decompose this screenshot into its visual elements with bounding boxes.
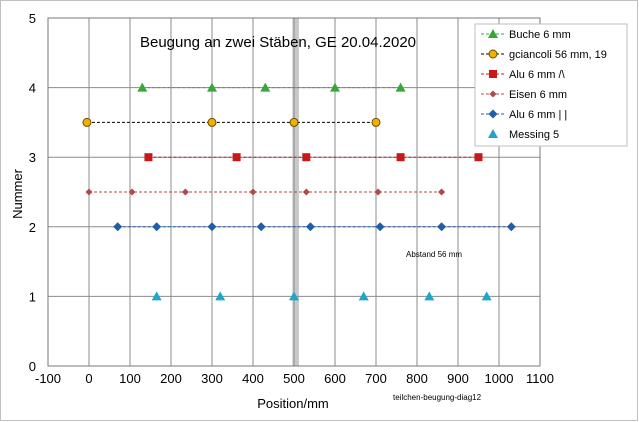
legend-label: Eisen 6 mm [509, 89, 567, 101]
series-1-point [207, 117, 217, 127]
series-4-point [256, 222, 266, 232]
series-1-point [82, 117, 92, 127]
chart-title: Beugung an zwei Stäben, GE 20.04.2020 [140, 34, 416, 51]
legend: Buche 6 mm gciancoli 56 mm, 19 Alu 6 mm /\… [474, 23, 628, 147]
x-tick-label: 900 [447, 371, 469, 386]
series-3-point [438, 188, 446, 196]
y-axis-title: Nummer [10, 168, 25, 219]
series-2-point [474, 153, 483, 162]
legend-marker [489, 90, 497, 98]
y-tick-label: 1 [29, 289, 36, 304]
series-1-point [289, 117, 299, 127]
x-tick-label: 100 [119, 371, 141, 386]
series-0-point [330, 82, 340, 92]
legend-label: Alu 6 mm | | [509, 109, 567, 121]
series-2-point [232, 153, 241, 162]
legend-label: gciancoli 56 mm, 19 [509, 49, 607, 61]
legend-marker [488, 29, 498, 38]
data-marks [82, 82, 516, 301]
series-5-point [424, 291, 435, 301]
annotation-diagram-id: teilchen-beugung-diag12 [393, 393, 482, 402]
x-tick-label: -100 [35, 371, 61, 386]
series-2-point [302, 153, 311, 162]
legend-marker [489, 70, 497, 78]
x-tick-label: 300 [201, 371, 223, 386]
series-4-point [113, 222, 123, 232]
x-axis-title: Position/mm [257, 396, 329, 411]
series-4-point [305, 222, 315, 232]
series-0-point [137, 82, 148, 92]
series-3-point [374, 188, 382, 196]
series-3-point [128, 188, 136, 196]
x-tick-label: 400 [242, 371, 264, 386]
legend-label: Messing 5 [509, 129, 559, 141]
x-tick-label: 700 [365, 371, 387, 386]
series-5-point [215, 291, 226, 301]
x-tick-label: 800 [406, 371, 428, 386]
series-3-point [249, 188, 257, 196]
annotation-abstand: Abstand 56 mm [406, 250, 462, 259]
legend-label: Buche 6 mm [509, 29, 571, 41]
y-tick-label: 5 [29, 11, 36, 26]
series-4-point [375, 222, 385, 232]
series-0-point [395, 82, 406, 92]
y-tick-label: 0 [29, 359, 36, 374]
series-5-point [151, 291, 162, 301]
x-tick-label: 500 [283, 371, 305, 386]
x-tick-label: 1000 [485, 371, 514, 386]
series-5-point [358, 291, 369, 301]
x-tick-label: 1100 [526, 371, 554, 386]
series-0-point [260, 82, 271, 92]
series-5-point [481, 291, 492, 301]
series-0-point [207, 82, 217, 92]
y-tick-label: 4 [29, 81, 36, 96]
x-tick-label: 0 [85, 371, 92, 386]
x-tick-label: 600 [324, 371, 346, 386]
legend-label: Alu 6 mm /\ [509, 69, 566, 81]
series-2-point [144, 153, 153, 162]
series-1-point [371, 117, 381, 127]
series-4-point [506, 222, 516, 232]
series-5-point [289, 291, 299, 301]
series-3-point [302, 188, 310, 196]
series-4-point [437, 222, 447, 232]
series-4-point [152, 222, 162, 232]
series-3-point [181, 188, 189, 196]
legend-marker [488, 129, 498, 138]
series-2-point [396, 153, 405, 162]
series-4-point [207, 222, 217, 232]
y-tick-label: 3 [29, 150, 36, 165]
legend-marker [488, 109, 498, 119]
legend-marker [488, 49, 498, 59]
legend-box [474, 23, 628, 147]
x-tick-label: 200 [160, 371, 182, 386]
plot-frame [47, 17, 541, 367]
y-tick-label: 2 [29, 220, 36, 235]
series-3-point [85, 188, 93, 196]
